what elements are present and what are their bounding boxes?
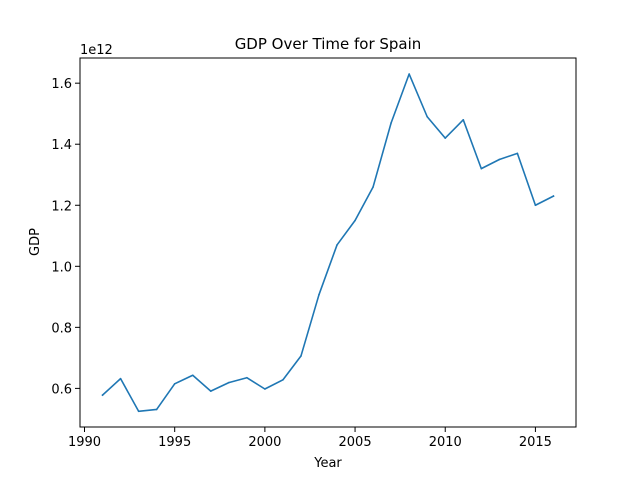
x-tick-label: 1995	[158, 435, 191, 450]
y-axis-offset-label: 1e12	[80, 43, 113, 58]
data-point	[228, 381, 230, 384]
x-tick-label: 2000	[248, 435, 281, 450]
data-point	[552, 195, 555, 197]
data-point	[372, 186, 374, 188]
data-point	[534, 204, 537, 207]
data-point	[318, 293, 320, 296]
data-point	[282, 379, 284, 381]
y-tick-label: 1.0	[51, 260, 72, 275]
data-point	[354, 219, 356, 222]
y-tick-label: 1.6	[51, 77, 72, 92]
y-tick-label: 1.2	[51, 199, 72, 214]
data-point	[444, 137, 447, 139]
y-tick-label: 1.4	[51, 138, 72, 153]
data-point	[462, 119, 465, 121]
data-point	[408, 73, 410, 75]
data-point	[101, 394, 104, 396]
y-tick-label: 0.8	[51, 321, 72, 336]
data-point	[426, 115, 429, 118]
y-axis-label: GDP	[28, 228, 43, 256]
data-point	[173, 383, 176, 385]
data-point	[264, 388, 266, 390]
data-point	[480, 167, 483, 170]
plot-frame	[79, 57, 577, 428]
data-point	[516, 152, 519, 155]
data-point	[498, 158, 501, 161]
data-point	[137, 410, 140, 413]
data-point	[246, 376, 248, 379]
x-axis-label: Year	[313, 456, 342, 471]
chart-title: GDP Over Time for Spain	[235, 35, 422, 53]
x-tick-label: 2015	[519, 435, 552, 450]
series-line	[101, 73, 555, 413]
y-tick-label: 0.6	[51, 382, 72, 397]
data-point	[209, 390, 212, 392]
x-tick-label: 2005	[339, 435, 372, 450]
x-tick-label: 2010	[429, 435, 462, 450]
series-group	[101, 73, 555, 413]
x-axis-ticks: 1990 1995 2000 2005 2010 2015	[68, 427, 552, 450]
data-point	[336, 244, 338, 246]
data-point	[155, 408, 158, 411]
y-axis-ticks: 0.6 0.8 1.0 1.2 1.4 1.6	[51, 77, 80, 397]
data-point	[390, 122, 392, 124]
data-point	[191, 374, 194, 377]
x-tick-label: 1990	[68, 435, 101, 450]
data-point	[119, 377, 122, 380]
data-point	[300, 355, 302, 357]
